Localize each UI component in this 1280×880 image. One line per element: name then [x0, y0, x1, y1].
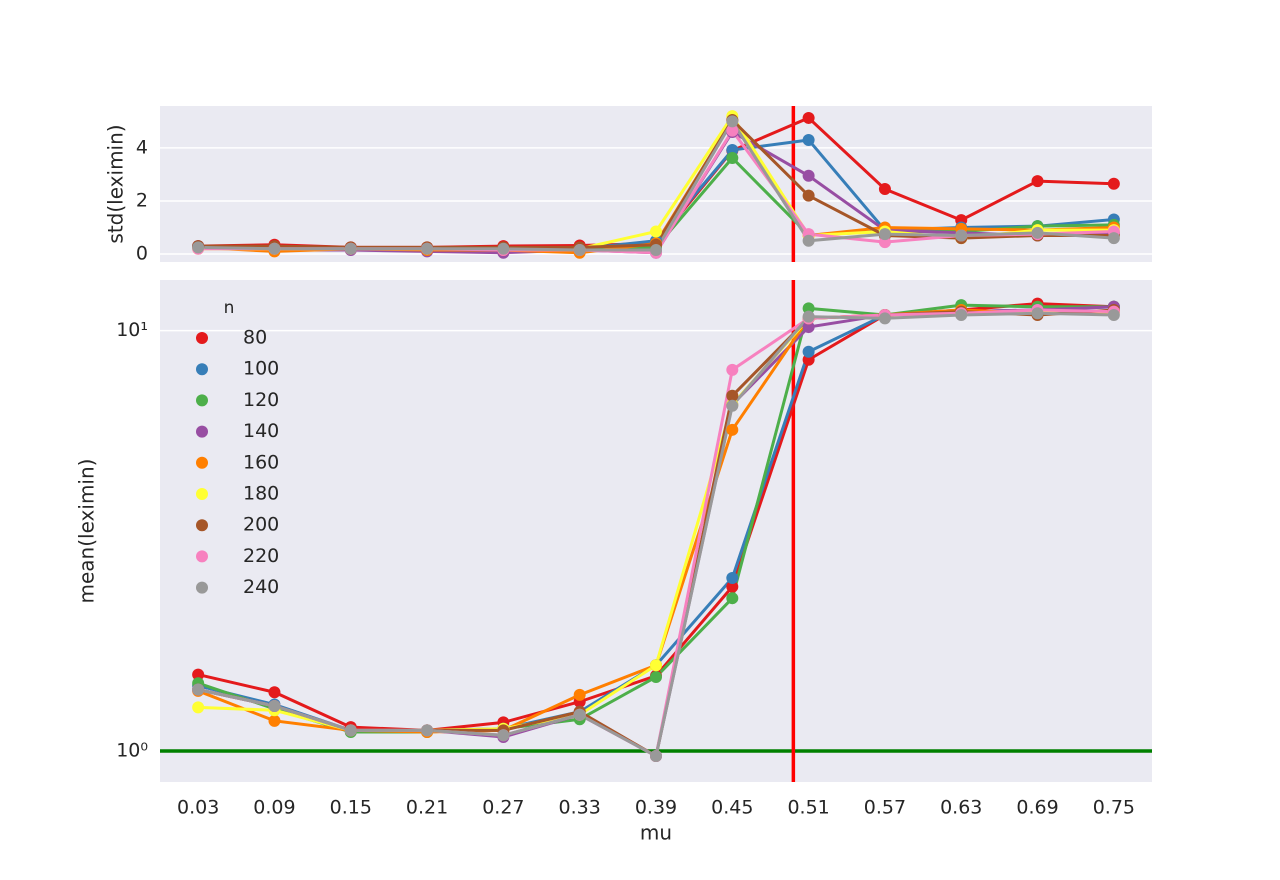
- data-point: [650, 750, 662, 763]
- data-point: [1031, 226, 1044, 239]
- data-point: [726, 363, 739, 376]
- data-point: [955, 229, 968, 242]
- x-tick-label: 0.09: [253, 797, 295, 819]
- legend-label: 240: [243, 576, 279, 598]
- legend-marker: [196, 363, 208, 376]
- x-tick-label: 0.03: [177, 797, 219, 819]
- data-point: [726, 572, 739, 585]
- data-point: [802, 189, 815, 202]
- data-point: [802, 111, 815, 124]
- data-point: [878, 183, 891, 196]
- data-point: [726, 423, 739, 436]
- data-point: [268, 242, 281, 255]
- legend-label: 220: [243, 545, 279, 567]
- data-point: [802, 310, 815, 323]
- legend-marker: [196, 456, 208, 469]
- x-tick-label: 0.45: [711, 797, 753, 819]
- data-point: [497, 729, 510, 742]
- data-point: [1107, 232, 1120, 245]
- data-point: [268, 686, 281, 699]
- x-tick-label: 0.57: [864, 797, 906, 819]
- data-point: [802, 345, 815, 358]
- data-point: [726, 152, 739, 164]
- data-point: [726, 592, 739, 605]
- data-point: [573, 708, 586, 721]
- data-point: [726, 580, 739, 593]
- legend-label: 180: [243, 483, 279, 505]
- data-point: [802, 234, 815, 247]
- x-tick-label: 0.51: [787, 797, 829, 819]
- y-axis-label: std(leximin): [104, 124, 128, 243]
- legend-title: n: [224, 298, 235, 318]
- legend-marker: [196, 488, 208, 500]
- y-axis-label: mean(leximin): [75, 459, 99, 604]
- y-tick-label: 10¹: [116, 319, 148, 341]
- x-tick-label: 0.39: [635, 797, 677, 819]
- legend: n 80 100 120 140 160 180 200 220 240: [196, 298, 279, 598]
- data-point: [1031, 175, 1044, 188]
- data-point: [1107, 308, 1120, 321]
- plot-background: [160, 280, 1152, 782]
- data-point: [802, 169, 815, 182]
- data-point: [726, 124, 739, 137]
- data-point: [802, 133, 815, 146]
- data-point: [421, 724, 434, 737]
- y-tick-label: 4: [136, 136, 148, 158]
- legend-marker: [196, 425, 208, 438]
- y-tick-label: 10⁰: [116, 740, 148, 762]
- data-point: [421, 242, 434, 255]
- data-point: [650, 659, 662, 672]
- data-point: [192, 683, 205, 696]
- data-point: [650, 225, 662, 238]
- data-point: [726, 115, 739, 128]
- legend-label: 140: [243, 420, 279, 442]
- data-point: [726, 399, 739, 412]
- data-point: [344, 724, 357, 737]
- legend-label: 100: [243, 358, 279, 380]
- x-tick-label: 0.69: [1016, 797, 1058, 819]
- data-point: [268, 714, 281, 727]
- x-axis-label: mu: [640, 821, 672, 845]
- data-point: [726, 389, 739, 402]
- data-point: [1031, 307, 1044, 320]
- legend-marker: [196, 394, 208, 407]
- legend-label: 200: [243, 514, 279, 536]
- legend-label: 80: [243, 327, 267, 349]
- data-point: [268, 699, 281, 712]
- legend-marker: [196, 332, 208, 344]
- data-point: [878, 312, 891, 325]
- data-point: [955, 308, 968, 321]
- legend-label: 160: [243, 451, 279, 473]
- x-tick-label: 0.33: [559, 797, 601, 819]
- data-point: [192, 241, 205, 254]
- y-tick-label: 2: [136, 189, 148, 211]
- data-point: [192, 701, 205, 714]
- legend-marker: [196, 550, 208, 563]
- data-point: [1107, 177, 1120, 190]
- x-tick-label: 0.21: [406, 797, 448, 819]
- x-tick-label: 0.27: [482, 797, 524, 819]
- legend-marker: [196, 581, 208, 594]
- data-point: [878, 228, 891, 241]
- x-tick-label: 0.15: [330, 797, 372, 819]
- data-point: [192, 668, 205, 681]
- y-tick-label: 0: [136, 243, 148, 265]
- data-point: [802, 321, 815, 334]
- legend-marker: [196, 519, 208, 532]
- legend-label: 120: [243, 389, 279, 411]
- data-point: [573, 688, 586, 701]
- data-point: [650, 244, 662, 257]
- data-point: [802, 302, 815, 315]
- x-tick-label: 0.63: [940, 797, 982, 819]
- data-point: [573, 244, 586, 257]
- x-tick-label: 0.75: [1093, 797, 1135, 819]
- data-point: [344, 242, 357, 255]
- data-point: [497, 242, 510, 255]
- data-point: [650, 671, 662, 684]
